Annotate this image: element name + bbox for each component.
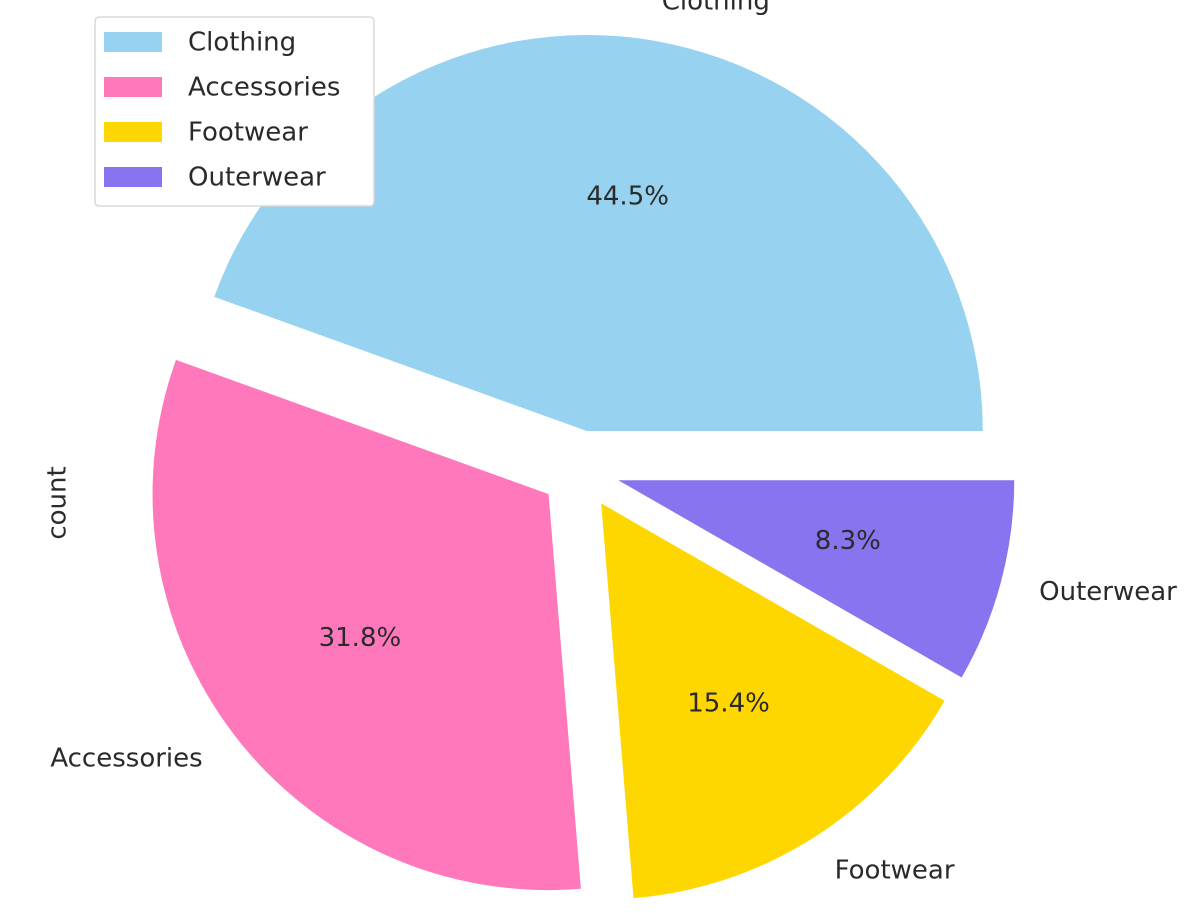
pie-percent-label-footwear: 15.4% xyxy=(687,689,770,719)
legend-label-clothing: Clothing xyxy=(188,28,296,58)
pie-category-label-clothing: Clothing xyxy=(662,0,770,16)
pie-percent-label-accessories: 31.8% xyxy=(319,623,402,653)
pie-percent-label-clothing: 44.5% xyxy=(586,181,669,211)
pie-category-label-outerwear: Outerwear xyxy=(1039,577,1177,607)
pie-slice-accessories xyxy=(152,359,581,891)
legend-swatch-outerwear xyxy=(104,167,162,187)
legend-swatch-footwear xyxy=(104,122,162,142)
legend-swatch-accessories xyxy=(104,77,162,97)
legend-label-outerwear: Outerwear xyxy=(188,163,326,193)
pie-slice-clothing xyxy=(214,34,983,431)
y-axis-label: count xyxy=(43,466,73,539)
pie-slices xyxy=(152,34,1015,899)
pie-labels: 44.5% Clothing 31.8% Accessories 15.4% Footwe… xyxy=(50,0,1177,886)
pie-percent-label-outerwear: 8.3% xyxy=(815,526,881,556)
legend: Clothing Accessories Footwear Outerwear xyxy=(94,16,375,207)
legend-swatch-clothing xyxy=(104,32,162,52)
legend-frame xyxy=(94,16,375,207)
pie-slice-footwear xyxy=(601,503,945,899)
legend-label-accessories: Accessories xyxy=(188,73,340,103)
pie-category-label-footwear: Footwear xyxy=(835,856,955,886)
pie-slice-outerwear xyxy=(618,480,1015,678)
pie-category-label-accessories: Accessories xyxy=(50,743,202,773)
legend-label-footwear: Footwear xyxy=(188,118,308,148)
